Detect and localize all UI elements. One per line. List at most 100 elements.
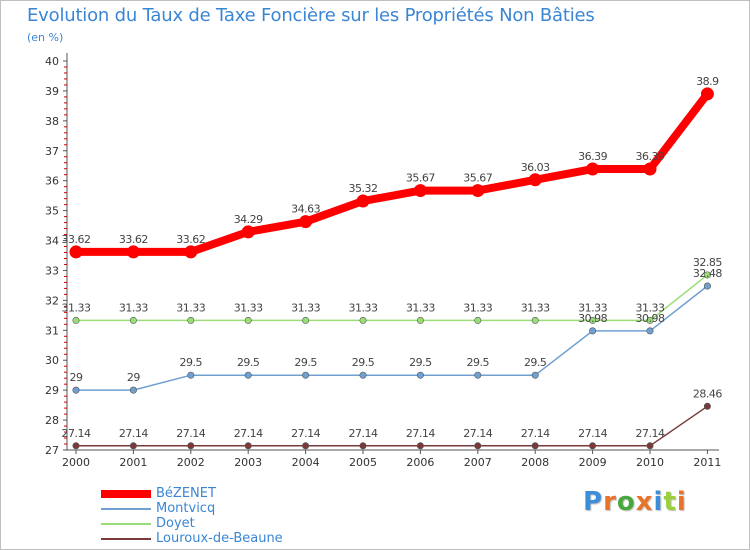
data-point bbox=[586, 162, 600, 176]
chart-title: Evolution du Taux de Taxe Foncière sur l… bbox=[27, 5, 595, 26]
data-point bbox=[302, 316, 310, 324]
legend-swatch bbox=[101, 538, 151, 540]
data-point bbox=[359, 316, 367, 324]
data-label: 31.33 bbox=[291, 301, 320, 314]
data-label: 27.14 bbox=[636, 427, 665, 440]
legend-label: Montvicq bbox=[156, 501, 216, 516]
data-point bbox=[359, 371, 367, 379]
data-point bbox=[126, 245, 140, 259]
y-tick-label: 35 bbox=[45, 205, 59, 218]
data-label: 27.14 bbox=[578, 427, 607, 440]
data-point bbox=[302, 442, 310, 450]
y-tick-label: 27 bbox=[45, 444, 59, 457]
legend-label: Louroux-de-Beaune bbox=[156, 531, 283, 546]
chart-unit-label: (en %) bbox=[27, 31, 64, 44]
data-label: 29.5 bbox=[352, 356, 375, 369]
data-point bbox=[703, 271, 711, 279]
data-label: 27.14 bbox=[62, 427, 91, 440]
data-label: 27.14 bbox=[406, 427, 435, 440]
data-point bbox=[700, 87, 714, 101]
y-tick-label: 38 bbox=[45, 115, 59, 128]
data-point bbox=[531, 442, 539, 450]
data-point bbox=[413, 184, 427, 198]
data-point bbox=[129, 442, 137, 450]
data-label: 31.33 bbox=[349, 301, 378, 314]
data-point bbox=[72, 316, 80, 324]
data-label: 31.33 bbox=[176, 301, 205, 314]
data-point bbox=[187, 316, 195, 324]
data-point bbox=[703, 282, 711, 290]
data-label: 29.5 bbox=[467, 356, 490, 369]
data-point bbox=[646, 316, 654, 324]
data-point bbox=[531, 371, 539, 379]
data-label: 31.33 bbox=[463, 301, 492, 314]
data-label: 27.14 bbox=[291, 427, 320, 440]
data-label: 31.33 bbox=[406, 301, 435, 314]
data-label: 27.14 bbox=[119, 427, 148, 440]
y-tick-label: 30 bbox=[45, 354, 59, 367]
data-point bbox=[528, 173, 542, 187]
data-label: 31.33 bbox=[119, 301, 148, 314]
legend-swatch bbox=[101, 523, 151, 525]
y-tick-label: 29 bbox=[45, 384, 59, 397]
proxiti-logo: Proxiti bbox=[583, 487, 687, 517]
logo-letter: x bbox=[635, 487, 654, 517]
data-label: 31.33 bbox=[62, 301, 91, 314]
data-label: 29.5 bbox=[524, 356, 547, 369]
x-tick-label: 2004 bbox=[292, 456, 320, 469]
data-point bbox=[643, 162, 657, 176]
series-line-1 bbox=[76, 285, 708, 391]
data-label: 32.48 bbox=[693, 267, 722, 280]
x-tick-label: 2002 bbox=[177, 456, 205, 469]
data-label: 29.5 bbox=[294, 356, 317, 369]
data-label: 29.5 bbox=[409, 356, 432, 369]
data-label: 35.67 bbox=[406, 172, 435, 185]
x-tick-label: 2005 bbox=[349, 456, 377, 469]
y-tick-label: 39 bbox=[45, 85, 59, 98]
legend-label: Doyet bbox=[156, 516, 195, 531]
data-label: 34.29 bbox=[234, 213, 263, 226]
y-tick-label: 40 bbox=[45, 55, 59, 68]
data-point bbox=[474, 371, 482, 379]
data-point bbox=[646, 442, 654, 450]
logo-letter: r bbox=[603, 487, 617, 517]
data-point bbox=[416, 371, 424, 379]
y-tick-label: 32 bbox=[45, 294, 59, 307]
legend-label: BéZENET bbox=[156, 486, 216, 501]
y-tick-label: 36 bbox=[45, 175, 59, 188]
data-point bbox=[646, 327, 654, 335]
data-point bbox=[244, 316, 252, 324]
data-point bbox=[589, 316, 597, 324]
data-point bbox=[703, 402, 711, 410]
data-point bbox=[244, 442, 252, 450]
data-point bbox=[589, 442, 597, 450]
data-label: 31.33 bbox=[636, 301, 665, 314]
data-point bbox=[359, 442, 367, 450]
data-point bbox=[244, 371, 252, 379]
series-line-2 bbox=[76, 274, 708, 322]
series-line-3 bbox=[76, 405, 708, 447]
logo-letter: o bbox=[616, 487, 636, 517]
data-point bbox=[356, 194, 370, 208]
series-line-0 bbox=[76, 91, 711, 256]
x-tick-label: 2011 bbox=[693, 456, 721, 469]
data-label: 33.62 bbox=[119, 233, 148, 246]
logo-letter: t bbox=[663, 487, 677, 517]
data-point bbox=[474, 316, 482, 324]
data-label: 27.14 bbox=[234, 427, 263, 440]
data-label: 29.5 bbox=[180, 356, 203, 369]
x-tick-label: 2003 bbox=[234, 456, 262, 469]
data-label: 33.62 bbox=[62, 233, 91, 246]
data-label: 31.33 bbox=[234, 301, 263, 314]
data-point bbox=[299, 215, 313, 229]
y-tick-label: 31 bbox=[45, 324, 59, 337]
y-tick-label: 28 bbox=[45, 414, 59, 427]
data-point bbox=[416, 442, 424, 450]
data-label: 32.85 bbox=[693, 256, 722, 269]
data-label: 27.14 bbox=[521, 427, 550, 440]
data-label: 27.14 bbox=[463, 427, 492, 440]
data-label: 29 bbox=[70, 371, 83, 384]
data-label: 36.39 bbox=[636, 150, 665, 163]
